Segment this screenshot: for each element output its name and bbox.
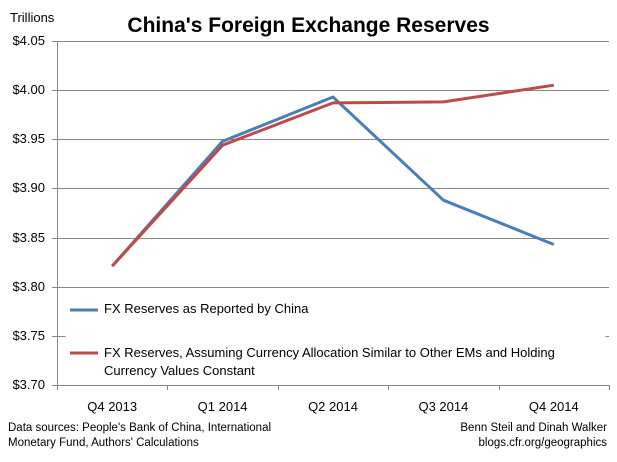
legend-label-reported: FX Reserves as Reported by China <box>104 301 309 316</box>
y-tick-label: $3.80 <box>12 278 45 294</box>
x-tick-label: Q2 2014 <box>308 399 358 414</box>
y-axis-unit-label: Trillions <box>10 10 55 25</box>
y-tick-label: $4.05 <box>12 33 45 48</box>
legend-box <box>65 292 606 385</box>
y-tick-label: $3.70 <box>12 377 45 392</box>
y-tick-label: $3.85 <box>12 229 45 245</box>
legend-label-adjusted: FX Reserves, Assuming Currency Allocatio… <box>104 345 555 378</box>
x-tick-label: Q4 2014 <box>528 399 579 414</box>
x-tick-label: Q1 2014 <box>197 399 248 414</box>
y-tick-label: $4.00 <box>12 82 45 98</box>
series-line-0 <box>111 95 555 268</box>
chart-title: China's Foreign Exchange Reserves <box>127 14 490 37</box>
y-tick-label: $3.90 <box>12 180 45 196</box>
footer-credit-url: blogs.cfr.org/geographics <box>478 437 608 449</box>
y-tick-label: $3.75 <box>12 327 45 343</box>
x-tick-label: Q3 2014 <box>418 399 469 414</box>
y-tick-label: $3.95 <box>12 131 45 147</box>
footer-credit-authors: Benn Steil and Dinah Walker <box>460 422 607 434</box>
footer-source: Data sources: People's Bank of China, In… <box>8 422 272 449</box>
x-tick-label: Q4 2013 <box>87 399 138 414</box>
